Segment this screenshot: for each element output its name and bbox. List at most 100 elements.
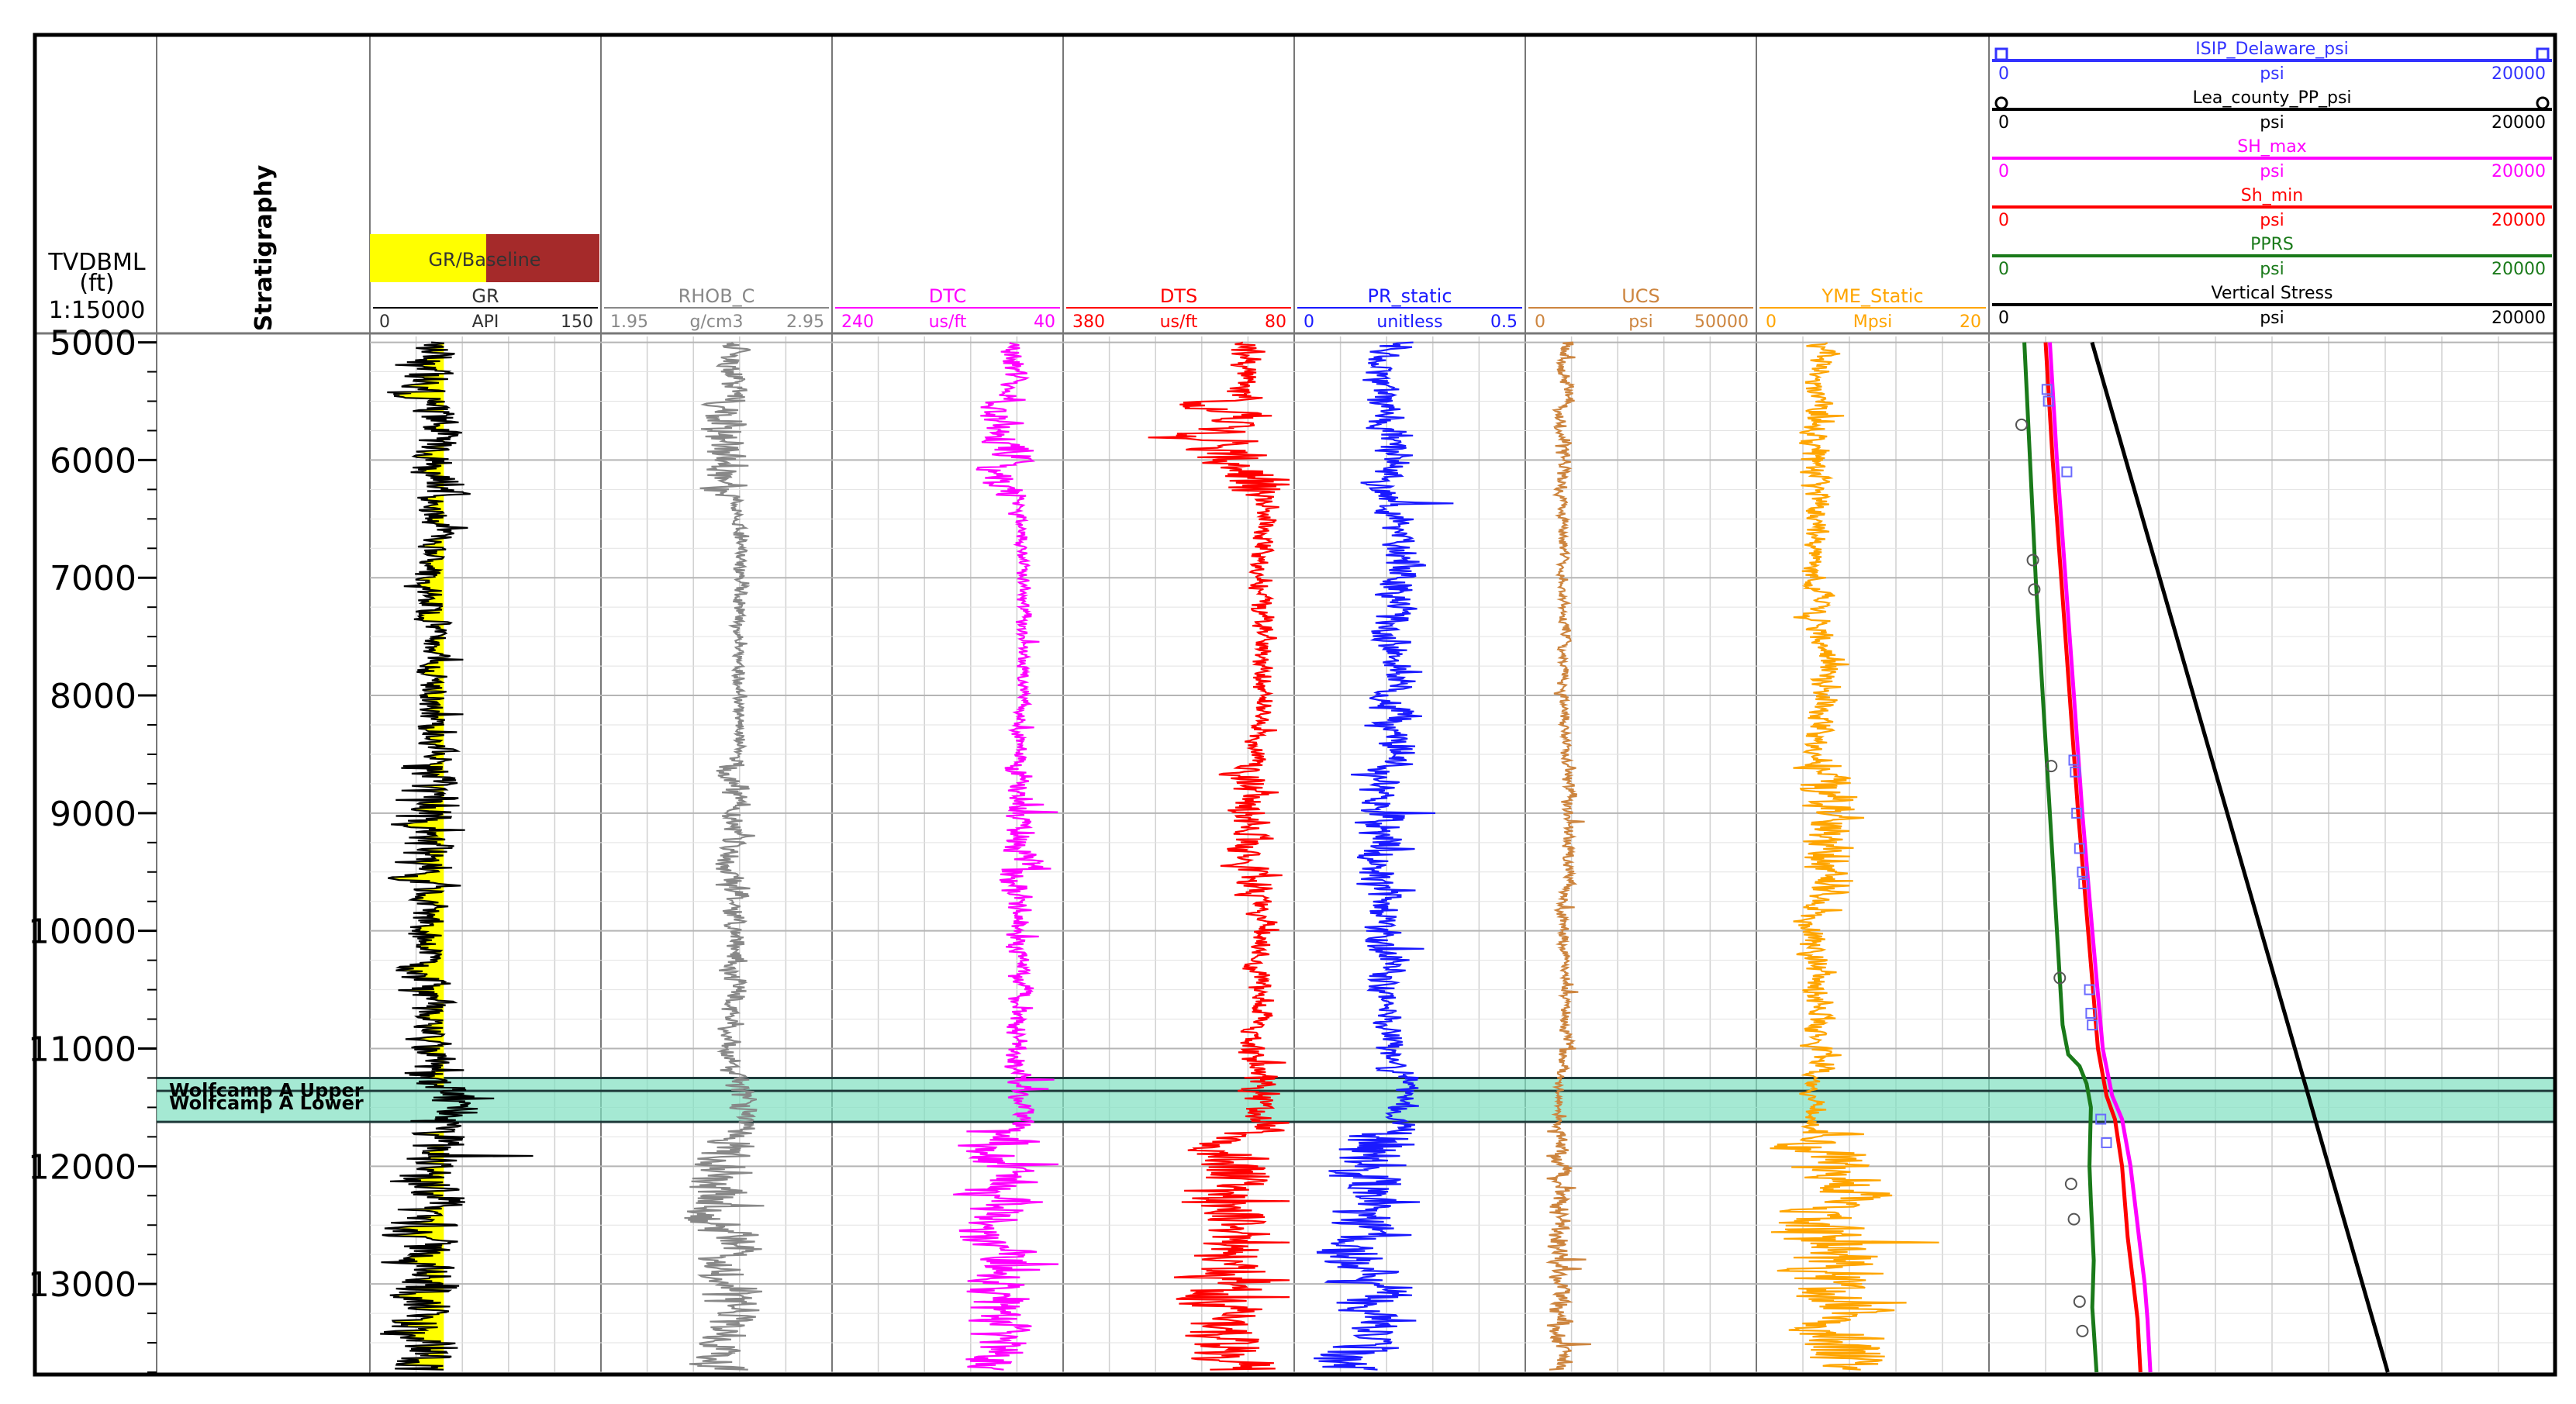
pressure-curve-max: 20000 [2491,260,2546,279]
pressure-series-sh-min [2043,342,2143,1373]
track-unit-dts: us/ft [1160,312,1198,332]
pressure-curve-min: 0 [1998,64,2009,84]
plot-frame [33,33,2557,1377]
depth-tick-label: 7000 [50,559,136,599]
curve-dtc [953,341,1059,1371]
pressure-curve-title: SH_max [2237,137,2306,157]
point-isip-delaware-psi [2041,384,2053,395]
pressure-curve-title: Lea_county_PP_psi [2192,88,2351,108]
track-title-yme: YME_Static [1821,285,1923,307]
point-lea-county-pp-psi [2028,583,2041,596]
track-title-pr: PR_static [1367,285,1452,307]
pressure-series-vertical-stress [2090,341,2390,1373]
depth-tick-label: 11000 [28,1030,136,1070]
point-isip-delaware-psi [2042,395,2054,407]
log-curves [380,341,2390,1373]
pressure-curve-title: Vertical Stress [2212,284,2333,303]
point-lea-county-pp-psi [2073,1295,2086,1308]
pressure-series-pprs [2022,342,2099,1373]
gr-fill-right-swatch [486,234,599,282]
pressure-curve-title: PPRS [2250,235,2294,254]
legend-circle-marker [1994,96,2008,110]
top-label-wolfcamp-a-upper: Wolfcamp A Upper [169,1079,364,1101]
pressure-curve-unit: psi [2260,211,2284,230]
pressure-curve-min: 0 [1998,211,2009,230]
point-lea-county-pp-psi [2067,1213,2080,1226]
track-unit-dtc: us/ft [929,312,967,332]
point-isip-delaware-psi [2071,807,2083,819]
track-unit-ucs: psi [1628,312,1653,332]
point-isip-delaware-psi [2084,984,2095,995]
point-isip-delaware-psi [2074,843,2085,854]
point-isip-delaware-psi [2061,466,2073,478]
pressure-curve-unit: psi [2260,113,2284,133]
track-unit-pr: unitless [1376,312,1442,332]
track-max-pr: 0.5 [1490,312,1518,332]
track-min-dts: 380 [1072,312,1105,332]
pressure-curve-max: 20000 [2491,113,2546,133]
track-unit-yme: Mpsi [1853,312,1893,332]
curve-gr [380,341,534,1371]
wolfcamp-a-interval [157,1078,2555,1123]
pressure-curve-min: 0 [1998,309,2009,328]
pressure-curve-max: 20000 [2491,309,2546,328]
depth-label-1: TVDBML [47,249,145,276]
legend-circle-marker [2536,96,2550,110]
depth-tick-label: 9000 [50,795,136,834]
track-title-rhob: RHOB_C [679,285,755,307]
pressure-curve-max: 20000 [2491,64,2546,84]
track-headers: GR 0 API 150 RHOB_C 1.95 g/cm3 2.95 DTC 240 us/ft 4… [373,40,2552,332]
track-min-yme: 0 [1766,312,1777,332]
track-title-dtc: DTC [929,285,967,307]
pressure-curve-title: Sh_min [2241,186,2303,205]
point-lea-county-pp-psi [2053,971,2067,985]
curve-ucs [1545,341,1591,1371]
pressure-curve-unit: psi [2260,64,2284,84]
point-lea-county-pp-psi [2064,1178,2077,1191]
point-lea-county-pp-psi [2076,1324,2089,1337]
depth-tick-label: 10000 [28,912,136,952]
point-isip-delaware-psi [2085,1007,2097,1019]
depth-tick-label: 5000 [50,324,136,364]
point-isip-delaware-psi [2068,754,2080,766]
point-isip-delaware-psi [2087,1019,2098,1031]
track-max-dts: 80 [1265,312,1286,332]
point-lea-county-pp-psi [2015,418,2028,431]
depth-tick-label: 12000 [28,1147,136,1187]
point-isip-delaware-psi [2078,878,2090,889]
stratigraphy-intervals [157,1076,2555,1123]
stratigraphy-title: Stratigraphy [250,164,278,331]
legend-square-marker [1994,47,2008,61]
pressure-curve-unit: psi [2260,309,2284,328]
pressure-curve-max: 20000 [2491,211,2546,230]
pressure-series-sh-max [2048,342,2153,1373]
depth-tick-label: 8000 [50,677,136,716]
depth-ticks: 5000 6000 7000 8000 9000 10000 11000 12000 13000 [28,324,157,1373]
track-title-gr: GR [471,285,499,307]
point-isip-delaware-psi [2077,866,2088,878]
track-max-rhob: 2.95 [786,312,824,332]
track-max-dtc: 40 [1034,312,1055,332]
curve-pr [1314,341,1454,1371]
pressure-curve-min: 0 [1998,162,2009,181]
gr-fill-label: GR/Baseline [428,249,540,271]
pressure-curve-unit: psi [2260,260,2284,279]
pressure-curve-title: ISIP_Delaware_psi [2195,40,2348,59]
point-isip-delaware-psi [2095,1113,2107,1125]
point-isip-delaware-psi [2070,766,2081,778]
track-unit-rhob: g/cm3 [690,312,744,332]
pressure-curve-unit: psi [2260,162,2284,181]
legend-square-marker [2536,47,2550,61]
pressure-curve-min: 0 [1998,113,2009,133]
curve-yme [1770,342,1939,1371]
top-label-wolfcamp-a-lower: Wolfcamp A Lower [169,1092,364,1114]
depth-scale: 1:15000 [49,297,146,324]
depth-track-header: TVDBML (ft) 1:15000 [47,249,145,324]
depth-label-2: (ft) [79,270,114,297]
track-max-ucs: 50000 [1694,312,1749,332]
curve-rhob [684,341,765,1371]
point-isip-delaware-psi [2101,1137,2112,1148]
depth-tick-label: 6000 [50,441,136,481]
track-max-gr: 150 [561,312,593,332]
